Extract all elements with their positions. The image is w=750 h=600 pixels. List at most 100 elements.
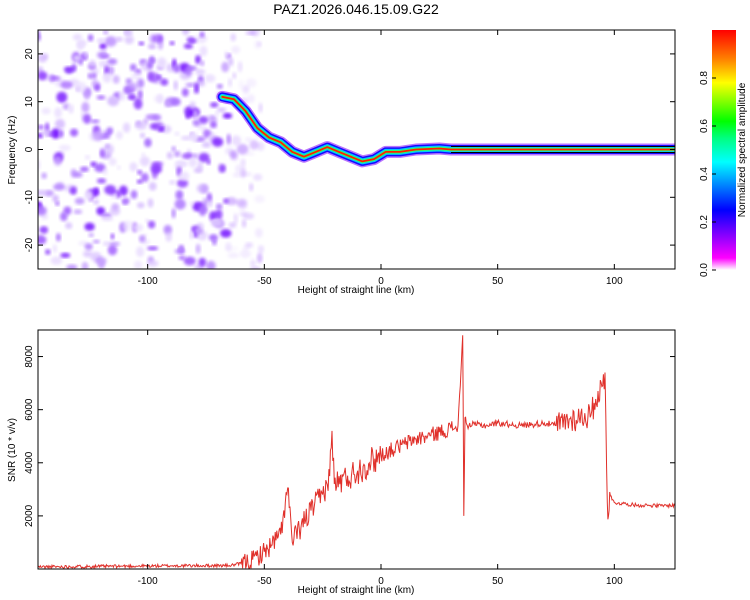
noise-blob	[201, 141, 211, 148]
noise-blob	[101, 50, 107, 56]
noise-blob	[133, 260, 143, 269]
noise-blob	[147, 198, 154, 208]
noise-blob	[148, 181, 157, 191]
noise-blob	[90, 161, 97, 167]
colorbar-scale	[712, 30, 736, 270]
noise-blob	[169, 41, 175, 46]
noise-blob	[122, 199, 128, 205]
noise-blob	[38, 159, 41, 170]
noise-blob	[107, 244, 118, 256]
spectrogram-y-ticks: -20 -10 0 10 20	[24, 48, 675, 252]
noise-blob	[225, 242, 232, 252]
noise-blob	[195, 55, 201, 64]
noise-blob	[174, 198, 186, 210]
noise-blob	[96, 95, 106, 100]
noise-blob	[188, 133, 194, 139]
noise-blob	[62, 103, 70, 110]
noise-blob	[229, 150, 238, 159]
noise-blob	[88, 233, 94, 237]
noise-blob	[130, 190, 138, 199]
noise-blob	[60, 80, 73, 89]
noise-blob	[242, 85, 250, 94]
noise-blob	[108, 157, 117, 166]
noise-blob	[53, 156, 62, 166]
noise-blob	[216, 107, 227, 113]
noise-blob	[44, 189, 54, 197]
noise-blob	[83, 51, 88, 59]
snr-x-ticks: -100 -50 0 50 100	[138, 330, 623, 587]
noise-blob	[188, 157, 198, 168]
noise-blob	[123, 87, 132, 94]
snr-y-tick-label: 8000	[24, 345, 35, 368]
noise-blob	[231, 135, 242, 146]
noise-blob	[129, 162, 138, 172]
noise-blob	[135, 121, 147, 130]
noise-blob	[228, 222, 237, 228]
noise-blob	[38, 235, 47, 245]
noise-blob	[38, 205, 47, 216]
noise-blob	[228, 78, 232, 88]
noise-blob	[187, 38, 198, 44]
noise-blob	[96, 206, 106, 216]
noise-blob	[173, 64, 181, 73]
noise-blob	[171, 97, 181, 106]
noise-blob	[194, 82, 200, 94]
noise-blob	[152, 34, 164, 43]
noise-blob	[128, 82, 141, 90]
noise-blob	[103, 168, 108, 176]
noise-blob	[249, 183, 254, 192]
noise-blob	[230, 33, 236, 42]
noise-blob	[192, 119, 201, 127]
noise-blob	[93, 199, 99, 205]
noise-blob	[81, 261, 89, 269]
spectrogram-y-tick-label: 10	[24, 96, 35, 108]
colorbar-tick-label: 0.2	[699, 215, 710, 229]
noise-blob	[220, 229, 232, 238]
noise-blob	[104, 184, 117, 195]
noise-blob	[227, 57, 234, 67]
noise-blob	[112, 75, 120, 84]
noise-blob	[136, 179, 143, 184]
noise-blob	[227, 252, 240, 259]
noise-blob	[53, 183, 66, 191]
noise-blob	[82, 250, 93, 258]
noise-blob	[98, 259, 105, 269]
noise-blob	[84, 243, 93, 251]
noise-blob	[84, 90, 90, 101]
noise-blob	[90, 119, 100, 124]
noise-blob	[148, 72, 160, 83]
noise-blob	[108, 241, 121, 246]
noise-blob	[165, 231, 172, 242]
snr-x-tick-label: -100	[138, 576, 158, 587]
spectrogram-x-tick-label: 100	[606, 276, 623, 287]
noise-blob	[107, 58, 118, 65]
snr-x-tick-label: 0	[378, 576, 384, 587]
noise-blob	[136, 246, 145, 258]
noise-blob	[51, 128, 61, 139]
noise-blob	[212, 137, 224, 147]
ridge-core	[221, 96, 675, 163]
noise-blob	[90, 72, 97, 80]
noise-blob	[131, 71, 142, 81]
noise-blob	[45, 249, 51, 255]
colorbar-label: Normalized spectral amplitude	[737, 82, 748, 217]
noise-blob	[174, 150, 181, 158]
noise-region	[38, 30, 266, 269]
noise-blob	[255, 227, 263, 238]
noise-blob	[200, 184, 209, 194]
snr-y-tick-label: 4000	[24, 451, 35, 474]
noise-blob	[84, 222, 95, 231]
noise-blob	[79, 166, 89, 172]
noise-blob	[73, 55, 81, 61]
noise-blob	[189, 101, 196, 110]
colorbar-tick-label: 0.4	[699, 167, 710, 181]
noise-blob	[116, 165, 121, 170]
noise-blob	[96, 38, 106, 43]
noise-blob	[94, 83, 101, 92]
noise-blob	[41, 172, 47, 179]
noise-blob	[133, 223, 144, 232]
noise-blob	[38, 53, 48, 63]
noise-blob	[107, 95, 120, 107]
noise-blob	[39, 226, 49, 234]
